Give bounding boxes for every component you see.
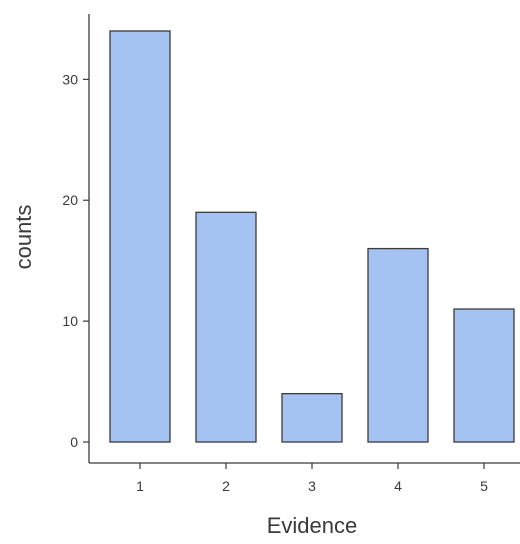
bar-5: [453, 308, 515, 443]
bar-4: [367, 247, 429, 443]
bar-2: [195, 211, 257, 443]
y-tick-label-0: 0: [70, 434, 78, 450]
y-ticks: 0 10 20 30: [62, 71, 89, 450]
bar-3: [281, 392, 343, 443]
y-tick-label-30: 30: [62, 71, 78, 87]
x-axis-title: Evidence: [267, 513, 358, 538]
x-ticks: 1 2 3 4 5: [136, 463, 488, 494]
x-tick-label-5: 5: [480, 478, 488, 494]
x-tick-label-4: 4: [394, 478, 402, 494]
x-tick-label-2: 2: [222, 478, 230, 494]
bars-layer: [109, 30, 515, 443]
y-tick-label-10: 10: [62, 313, 78, 329]
x-tick-label-3: 3: [308, 478, 316, 494]
y-tick-label-20: 20: [62, 192, 78, 208]
x-tick-label-1: 1: [136, 478, 144, 494]
y-axis-title: counts: [11, 205, 36, 270]
bar-1: [109, 30, 171, 443]
